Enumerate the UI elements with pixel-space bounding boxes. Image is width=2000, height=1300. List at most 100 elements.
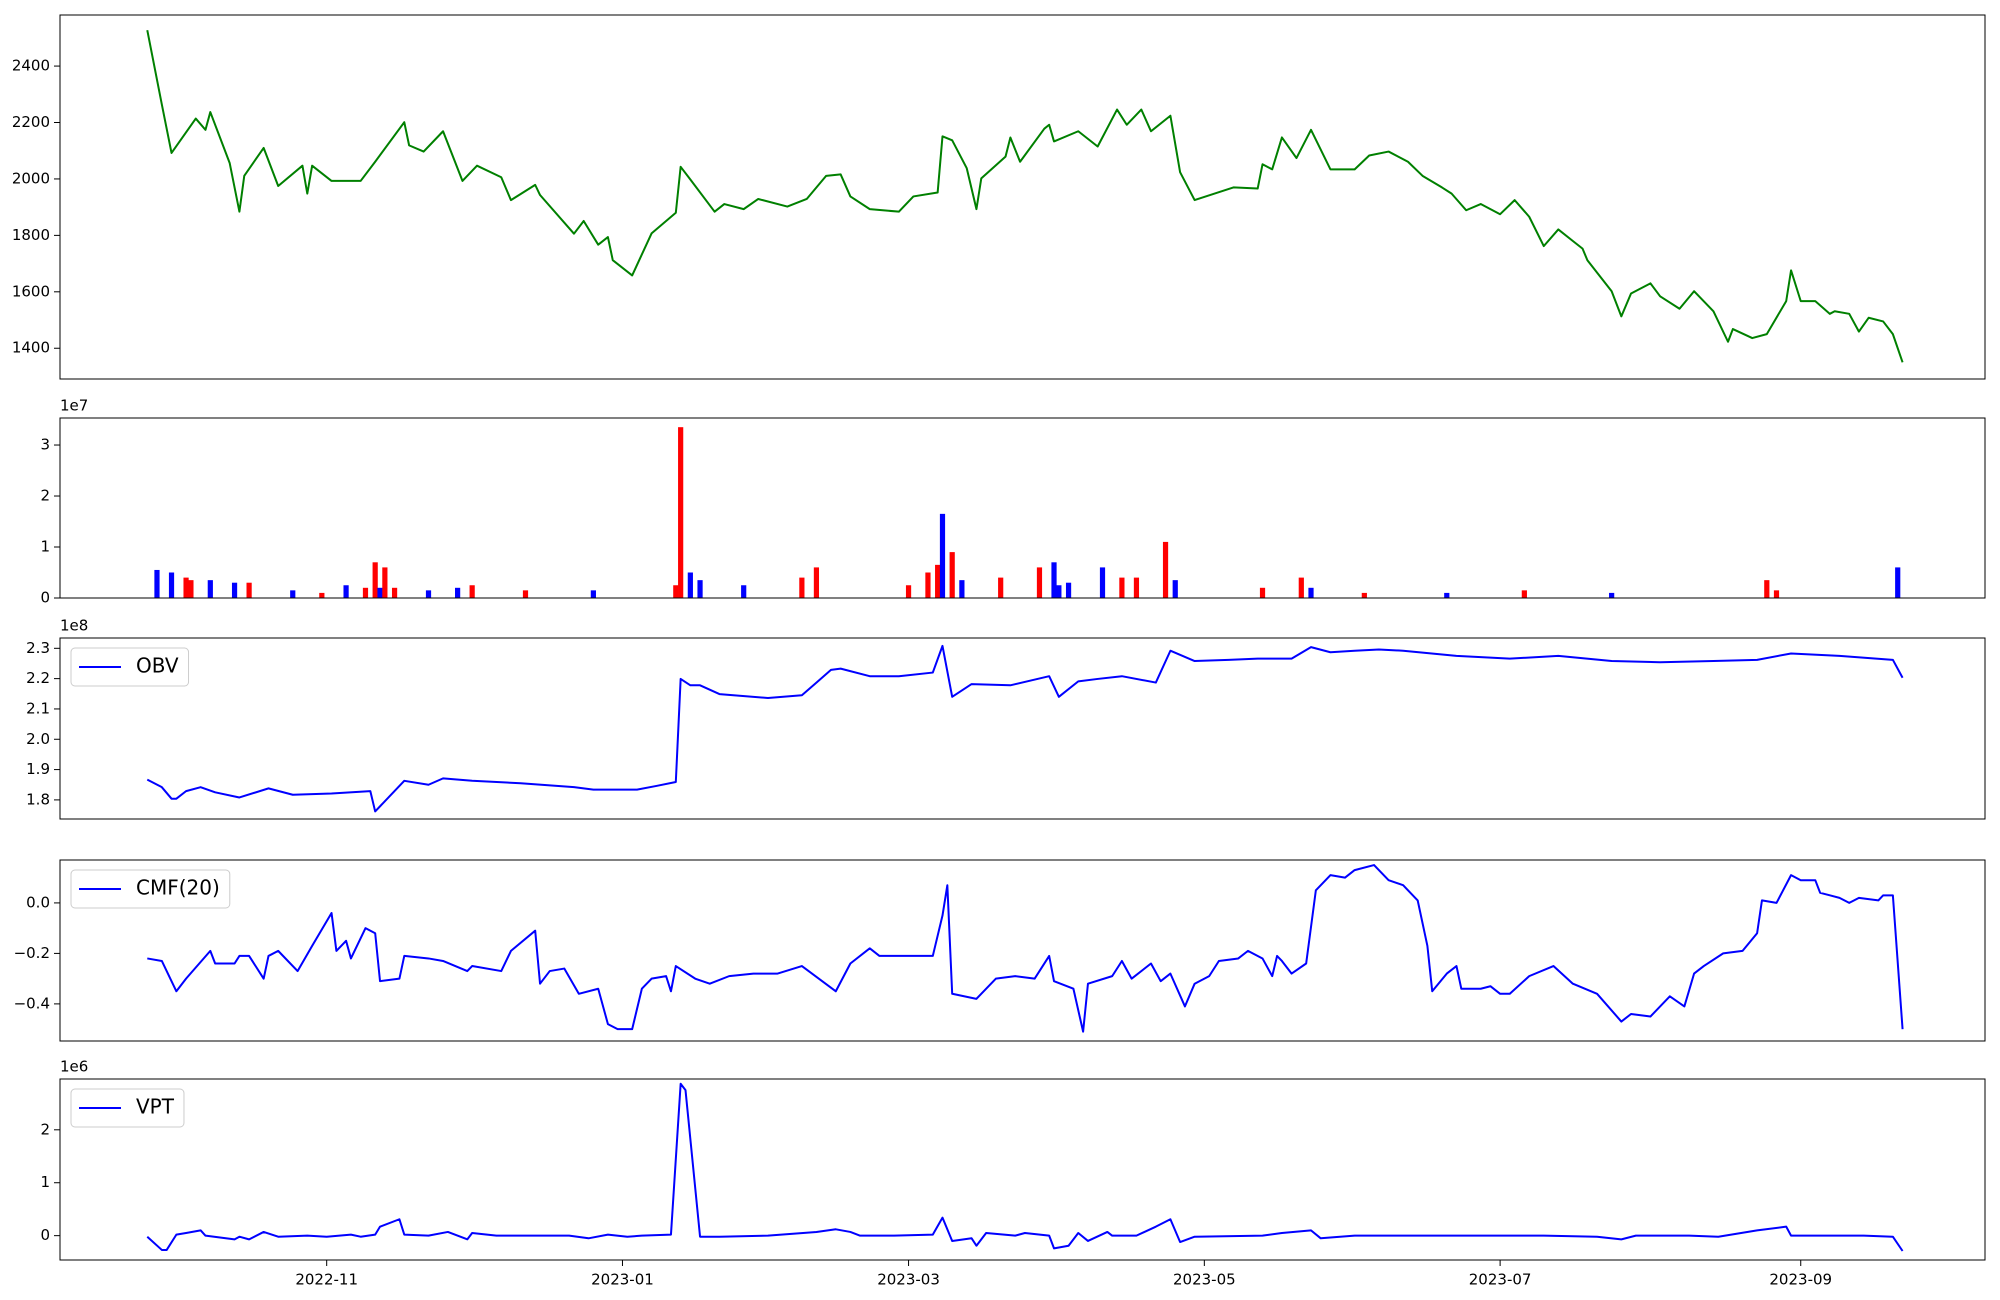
offset-label: 1e7: [60, 397, 88, 415]
y-tick-label: 1: [40, 538, 50, 556]
volume-bar: [905, 585, 912, 598]
subplot: 1400 1600 1800 2000 2200 2400: [12, 14, 1986, 380]
volume-bar: [1773, 590, 1780, 598]
axes-frame: [59, 859, 1986, 1042]
legend: CMF(20): [70, 869, 231, 909]
x-tick-label: 2023-07: [1469, 1271, 1532, 1289]
y-tick-label: 2000: [12, 169, 50, 187]
legend-box: [70, 1088, 185, 1128]
y-tick-label: 1400: [12, 339, 50, 357]
volume-bar: [1119, 577, 1125, 598]
volume-bar: [813, 567, 820, 598]
axes-frame: [59, 1078, 1986, 1261]
offset-label: 1e6: [60, 1058, 88, 1076]
y-tick-label: 2: [40, 487, 50, 505]
legend-label: OBV: [136, 654, 179, 678]
x-tick-label: 2023-03: [877, 1271, 940, 1289]
axes-frame: [59, 637, 1986, 820]
volume-bar: [949, 552, 955, 598]
x-tick-label: 2023-09: [1769, 1271, 1832, 1289]
volume-bar: [697, 580, 703, 598]
volume-bar: [998, 577, 1004, 598]
y-tick-label: 1.9: [26, 760, 50, 778]
volume-bar: [741, 585, 747, 598]
y-tick-label: 2.2: [26, 669, 50, 687]
y-tick-label: 2: [40, 1120, 50, 1138]
volume-bar: [1051, 562, 1057, 598]
y-tick-label: 2200: [12, 113, 50, 131]
volume-bar: [154, 569, 160, 598]
volume-bar: [1056, 585, 1062, 598]
y-tick-label: 0.0: [26, 893, 50, 911]
volume-bar: [678, 427, 684, 598]
y-tick-label: −0.4: [14, 994, 50, 1012]
legend: OBV: [70, 647, 190, 687]
volume-bar: [188, 580, 194, 598]
volume-bar: [1065, 582, 1072, 598]
subplot: 0 1 2 1e6 2022-11 2023-01 2023-03 2023-05 2023-0…: [40, 1058, 1986, 1289]
y-tick-label: 0: [40, 589, 50, 607]
data-line: [146, 30, 1904, 363]
data-line: [146, 644, 1904, 813]
y-tick-label: 2.0: [26, 730, 50, 748]
volume-bar: [246, 582, 252, 598]
axes-frame: [59, 417, 1986, 599]
volume-bar: [382, 567, 388, 598]
volume-bar: [1133, 577, 1140, 598]
volume-bar: [362, 587, 369, 598]
y-tick-label: 1800: [12, 226, 50, 244]
legend-box: [70, 869, 231, 909]
y-tick-label: 2400: [12, 57, 50, 75]
volume-bar: [522, 590, 529, 598]
volume-bar: [231, 582, 238, 598]
legend-label: VPT: [136, 1095, 175, 1119]
y-tick-label: 1600: [12, 282, 50, 300]
volume-bar: [372, 562, 378, 598]
volume-bar: [1444, 592, 1450, 598]
volume-bar: [935, 564, 941, 598]
y-tick-label: 0: [40, 1226, 50, 1244]
data-line: [147, 864, 1904, 1033]
volume-bar: [377, 587, 383, 598]
legend-label: CMF(20): [136, 876, 220, 900]
volume-bar: [1172, 580, 1178, 598]
volume-bar: [673, 585, 679, 598]
volume-bar: [343, 585, 349, 598]
legend: VPT: [70, 1088, 185, 1128]
legend-box: [70, 647, 190, 687]
volume-bar: [207, 580, 213, 598]
volume-bar: [183, 577, 189, 598]
y-tick-label: −0.2: [14, 944, 50, 962]
y-tick-label: 1: [40, 1173, 50, 1191]
volume-bar: [1609, 592, 1615, 598]
x-tick-label: 2023-01: [591, 1271, 654, 1289]
volume-bar: [590, 590, 596, 598]
volume-bar: [1036, 567, 1043, 598]
y-tick-label: 3: [40, 436, 50, 454]
volume-bar: [939, 513, 946, 598]
y-tick-label: 2.3: [26, 639, 50, 657]
axes-frame: [59, 14, 1986, 380]
x-tick-label: 2023-05: [1173, 1271, 1236, 1289]
y-tick-label: 2.1: [26, 699, 50, 717]
volume-bar: [925, 572, 931, 598]
volume-bar: [1162, 541, 1169, 598]
volume-bar: [1521, 590, 1527, 598]
volume-bar: [391, 587, 398, 598]
volume-bar: [1099, 567, 1106, 598]
volume-bar: [469, 585, 475, 598]
y-tick-label: 1.8: [26, 790, 50, 808]
data-line: [146, 1082, 1904, 1252]
volume-bar: [319, 592, 325, 598]
volume-bar: [1361, 592, 1367, 598]
volume-bar: [1298, 577, 1304, 598]
volume-bar: [959, 580, 965, 598]
subplot: 0 1 2 3 1e7: [40, 397, 1986, 607]
volume-bar: [1308, 587, 1314, 598]
volume-bar: [425, 590, 432, 598]
volume-bar: [168, 572, 175, 598]
volume-bar: [1764, 580, 1770, 598]
x-tick-label: 2022-11: [295, 1271, 358, 1289]
volume-bar: [687, 572, 693, 598]
